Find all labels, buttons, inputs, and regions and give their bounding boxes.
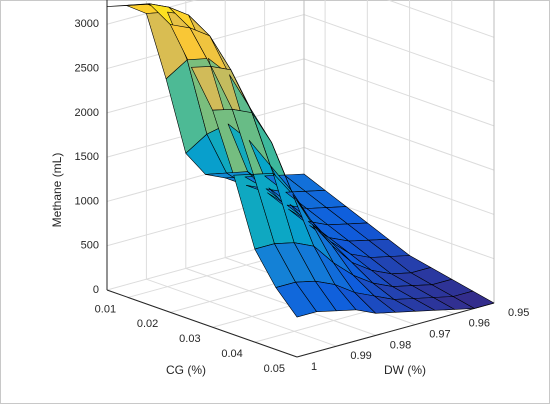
z-tick-label: 1500	[75, 151, 99, 163]
grid-line	[303, 146, 495, 215]
x-axis-line	[106, 289, 298, 358]
z-tick-label: 2000	[75, 107, 99, 119]
tick-labels: 0 500 1000 1500 2000 2500 3000 0.01 0.02 0.03 0.04…	[75, 18, 530, 375]
grid-line	[303, 14, 495, 83]
grid-line	[146, 278, 337, 347]
x-tick-label: 0.03	[179, 333, 200, 345]
z-tick-label: 3000	[75, 18, 99, 30]
z-tick-label: 1000	[75, 195, 99, 207]
z-axis-label: Methane (mL)	[50, 153, 64, 228]
x-tick-label: 0.04	[221, 348, 242, 360]
grid-line	[386, 0, 495, 38]
grid-line	[303, 102, 495, 171]
y-axis-label: DW (%)	[384, 363, 426, 377]
y-tick-label: 0.99	[350, 350, 371, 362]
x-tick-label: 0.01	[95, 303, 116, 315]
y-tick-label: 0.95	[508, 307, 529, 319]
y-tick-label: 0.97	[429, 329, 450, 341]
z-tick-label: 0	[93, 284, 99, 296]
surface	[106, 3, 495, 318]
x-axis-label: CG (%)	[166, 363, 206, 377]
grid-line	[106, 0, 198, 25]
x-tick-label: 0.02	[137, 318, 158, 330]
grid-line	[185, 267, 376, 336]
z-tick-label: 500	[81, 240, 99, 252]
y-tick-label: 1	[311, 361, 317, 373]
y-tick-label: 0.96	[469, 318, 490, 330]
surface-patch	[452, 290, 495, 309]
y-axis-line	[296, 302, 495, 358]
y-tick-label: 0.98	[390, 339, 411, 351]
grid-line	[303, 58, 495, 127]
z-tick-label: 2500	[75, 63, 99, 75]
x-tick-label: 0.05	[264, 363, 285, 375]
